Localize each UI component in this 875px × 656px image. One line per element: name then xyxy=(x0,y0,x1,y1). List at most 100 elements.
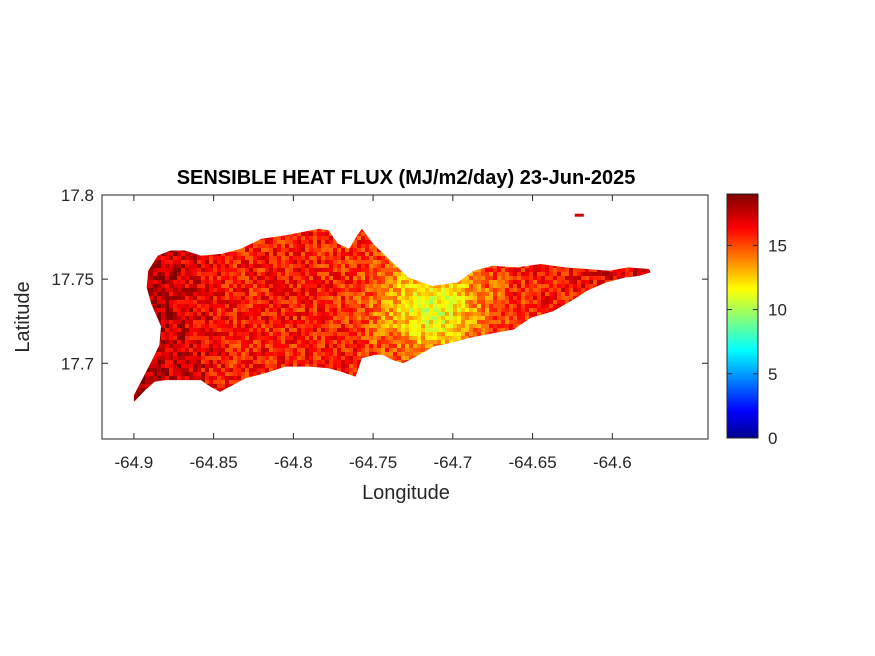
heat-cell xyxy=(573,296,577,300)
heat-cell xyxy=(145,272,149,276)
heat-cell xyxy=(389,340,393,344)
heat-cell xyxy=(533,292,537,296)
heat-cell xyxy=(545,272,549,276)
heat-cell xyxy=(385,276,389,280)
heat-cell xyxy=(577,312,581,316)
heat-cell xyxy=(513,360,517,364)
heat-cell xyxy=(545,296,549,300)
heat-cell xyxy=(641,232,645,236)
heat-cell xyxy=(265,276,269,280)
heat-cell xyxy=(313,372,317,376)
heat-cell xyxy=(409,328,413,332)
heat-cell xyxy=(325,228,329,232)
heat-cell xyxy=(209,264,213,268)
heat-cell xyxy=(369,344,373,348)
heat-cell xyxy=(349,312,353,316)
heat-cell xyxy=(497,272,501,276)
heat-cell xyxy=(497,252,501,256)
heat-cell xyxy=(545,308,549,312)
heat-cell xyxy=(145,328,149,332)
heat-cell xyxy=(493,248,497,252)
heat-cell xyxy=(141,272,145,276)
heat-cell xyxy=(297,328,301,332)
heat-cell xyxy=(237,328,241,332)
heat-cell xyxy=(533,360,537,364)
heat-cell xyxy=(557,332,561,336)
heat-cell xyxy=(573,272,577,276)
heat-cell xyxy=(281,356,285,360)
heat-cell xyxy=(133,364,137,368)
heat-cell xyxy=(233,372,237,376)
heat-cell xyxy=(321,372,325,376)
heat-cell xyxy=(493,316,497,320)
heat-cell xyxy=(389,260,393,264)
heat-cell xyxy=(213,312,217,316)
heat-cell xyxy=(161,344,165,348)
heat-cell xyxy=(357,304,361,308)
heat-cell xyxy=(537,244,541,248)
heat-cell xyxy=(293,316,297,320)
heat-cell xyxy=(377,376,381,380)
heat-cell xyxy=(641,268,645,272)
heat-cell xyxy=(289,324,293,328)
heat-cell xyxy=(533,268,537,272)
heat-cell xyxy=(561,320,565,324)
heat-cell xyxy=(485,272,489,276)
heat-cell xyxy=(529,248,533,252)
heat-cell xyxy=(605,356,609,360)
heat-cell xyxy=(481,284,485,288)
heat-cell xyxy=(425,296,429,300)
heat-cell xyxy=(613,368,617,372)
heat-cell xyxy=(605,324,609,328)
heat-cell xyxy=(145,248,149,252)
heat-cell xyxy=(197,260,201,264)
heat-cell xyxy=(181,256,185,260)
heat-cell xyxy=(641,228,645,232)
heat-cell xyxy=(233,256,237,260)
heat-cell xyxy=(561,324,565,328)
heat-cell xyxy=(481,260,485,264)
heat-cell xyxy=(393,284,397,288)
heat-cell xyxy=(565,240,569,244)
heat-cell xyxy=(341,252,345,256)
heat-cell xyxy=(237,296,241,300)
heat-cell xyxy=(637,300,641,304)
heat-cell xyxy=(361,344,365,348)
heat-cell xyxy=(501,292,505,296)
heat-cell xyxy=(537,256,541,260)
heat-cell xyxy=(353,232,357,236)
heat-cell xyxy=(269,288,273,292)
heat-cell xyxy=(185,272,189,276)
heat-cell xyxy=(537,324,541,328)
heat-cell xyxy=(493,300,497,304)
heat-cell xyxy=(501,376,505,380)
heat-cell xyxy=(341,336,345,340)
heat-cell xyxy=(501,300,505,304)
heat-cell xyxy=(329,372,333,376)
heat-cell xyxy=(477,300,481,304)
heat-cell xyxy=(593,260,597,264)
heat-cell xyxy=(149,332,153,336)
heat-cell xyxy=(525,364,529,368)
heat-cell xyxy=(217,272,221,276)
heat-cell xyxy=(337,316,341,320)
heat-cell xyxy=(181,268,185,272)
heat-cell xyxy=(461,252,465,256)
heat-cell xyxy=(441,360,445,364)
heat-cell xyxy=(169,328,173,332)
heat-cell xyxy=(609,228,613,232)
heat-cell xyxy=(429,280,433,284)
heat-cell xyxy=(133,272,137,276)
heat-cell xyxy=(253,236,257,240)
heat-cell xyxy=(293,320,297,324)
heat-cell xyxy=(305,260,309,264)
heat-cell xyxy=(529,320,533,324)
heat-cell xyxy=(241,356,245,360)
heat-cell xyxy=(293,296,297,300)
heat-cell xyxy=(645,304,649,308)
heat-cell xyxy=(561,228,565,232)
heat-cell xyxy=(377,336,381,340)
heat-cell xyxy=(289,368,293,372)
heat-cell xyxy=(497,336,501,340)
heat-cell xyxy=(289,280,293,284)
